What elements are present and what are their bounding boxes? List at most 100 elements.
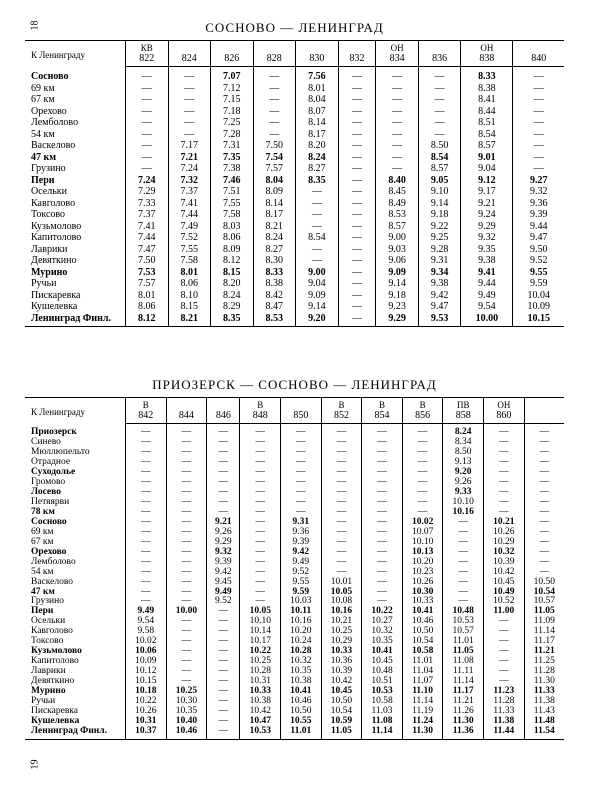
time-cell: 7.54 bbox=[253, 152, 296, 164]
time-cell: — bbox=[166, 424, 207, 438]
time-cell: 9.55 bbox=[513, 267, 564, 279]
timetable-1: СОСНОВО — ЛЕНИНГРАД К ЛенинградуКВОНОН82… bbox=[25, 20, 564, 327]
row-header: К Ленинграду bbox=[25, 398, 126, 424]
time-cell: — bbox=[240, 424, 281, 438]
time-cell: 8.20 bbox=[296, 140, 339, 152]
col-number: 850 bbox=[281, 410, 322, 424]
time-cell: 8.24 bbox=[211, 290, 254, 302]
time-cell: — bbox=[338, 67, 376, 83]
time-cell: 11.30 bbox=[402, 727, 443, 739]
time-cell: — bbox=[338, 106, 376, 118]
time-cell: 7.24 bbox=[168, 163, 211, 175]
time-cell: — bbox=[376, 94, 419, 106]
time-cell: 8.54 bbox=[296, 232, 339, 244]
time-cell: 8.10 bbox=[168, 290, 211, 302]
table-row: Мурино7.538.018.158.339.00—9.099.349.419… bbox=[25, 267, 564, 279]
time-cell: 7.58 bbox=[168, 255, 211, 267]
time-cell: 11.44 bbox=[484, 727, 525, 739]
col-prefix: ОН bbox=[461, 41, 513, 54]
table-row: Васкелово—7.177.317.508.20——8.508.57— bbox=[25, 140, 564, 152]
table-row: Кузьмолово7.417.498.038.21——8.579.229.29… bbox=[25, 221, 564, 233]
time-cell: — bbox=[376, 152, 419, 164]
table-row: Грузино—7.247.387.578.27——8.579.04— bbox=[25, 163, 564, 175]
station-name: Лемболово bbox=[25, 117, 126, 129]
time-cell: 10.50 bbox=[524, 578, 564, 588]
time-cell: — bbox=[338, 163, 376, 175]
time-cell: — bbox=[513, 67, 564, 83]
time-cell: 9.12 bbox=[461, 175, 513, 187]
time-cell: 11.01 bbox=[281, 727, 322, 739]
time-cell: 9.06 bbox=[376, 255, 419, 267]
time-cell: — bbox=[126, 67, 169, 83]
station-name: Токсово bbox=[25, 209, 126, 221]
time-cell: 9.10 bbox=[418, 186, 461, 198]
time-cell: — bbox=[253, 117, 296, 129]
time-cell: 10.45 bbox=[484, 578, 525, 588]
table-row: Громово————————9.26—— bbox=[25, 478, 564, 488]
time-cell: — bbox=[513, 83, 564, 95]
station-name: 67 км bbox=[25, 94, 126, 106]
time-cell: — bbox=[338, 186, 376, 198]
time-cell: 7.41 bbox=[126, 221, 169, 233]
time-cell: — bbox=[338, 152, 376, 164]
col-number: 822 bbox=[126, 53, 169, 67]
time-cell: 9.00 bbox=[376, 232, 419, 244]
time-cell: 8.42 bbox=[253, 290, 296, 302]
time-cell: — bbox=[281, 424, 322, 438]
time-cell: 7.44 bbox=[168, 209, 211, 221]
time-cell: 7.25 bbox=[211, 117, 254, 129]
time-cell: 9.14 bbox=[376, 278, 419, 290]
time-cell: 8.01 bbox=[126, 290, 169, 302]
table-row: Пери7.247.327.468.048.35—8.409.059.129.2… bbox=[25, 175, 564, 187]
table-row: Девяткино7.507.588.128.30——9.069.319.389… bbox=[25, 255, 564, 267]
table-row: Отрадное————————9.13—— bbox=[25, 458, 564, 468]
table-row: Ленинград Финл.10.3710.46—10.5311.0111.0… bbox=[25, 727, 564, 739]
time-cell: 8.38 bbox=[461, 83, 513, 95]
time-cell: 10.37 bbox=[126, 727, 167, 739]
time-cell: 9.27 bbox=[513, 175, 564, 187]
col-number: 830 bbox=[296, 53, 339, 67]
col-number: 826 bbox=[211, 53, 254, 67]
col-prefix bbox=[253, 41, 296, 54]
table-row: Кавголово7.337.417.558.14——8.499.149.219… bbox=[25, 198, 564, 210]
time-cell: 9.14 bbox=[418, 198, 461, 210]
time-cell: 7.18 bbox=[211, 106, 254, 118]
time-cell: 8.01 bbox=[296, 83, 339, 95]
time-cell: 9.22 bbox=[418, 221, 461, 233]
station-name: 47 км bbox=[25, 152, 126, 164]
time-cell: 9.28 bbox=[418, 244, 461, 256]
station-name: Кушелевка bbox=[25, 301, 126, 313]
time-cell: 9.21 bbox=[461, 198, 513, 210]
time-cell: 10.46 bbox=[166, 727, 207, 739]
table-row: Сосново——7.07—7.56———8.33— bbox=[25, 67, 564, 83]
time-cell: — bbox=[418, 129, 461, 141]
time-cell: 9.04 bbox=[296, 278, 339, 290]
time-cell: — bbox=[524, 424, 564, 438]
col-number: 836 bbox=[418, 53, 461, 67]
time-cell: — bbox=[418, 94, 461, 106]
col-number: 852 bbox=[321, 410, 362, 424]
time-cell: 9.52 bbox=[513, 255, 564, 267]
time-cell: 7.24 bbox=[126, 175, 169, 187]
time-cell: — bbox=[338, 301, 376, 313]
station-name: Ленинград Финл. bbox=[25, 313, 126, 327]
time-cell: 9.44 bbox=[513, 221, 564, 233]
time-cell: — bbox=[168, 106, 211, 118]
time-cell: 8.41 bbox=[461, 94, 513, 106]
table2: К ЛенинградуВВВВВПВОН8428448468488508528… bbox=[25, 397, 564, 740]
time-cell: 9.45 bbox=[207, 578, 240, 588]
table-row: Мюллюпельто————————8.50—— bbox=[25, 448, 564, 458]
time-cell: — bbox=[338, 267, 376, 279]
time-cell: 7.53 bbox=[126, 267, 169, 279]
time-cell: 7.29 bbox=[126, 186, 169, 198]
time-cell: — bbox=[338, 313, 376, 327]
time-cell: — bbox=[513, 117, 564, 129]
table-row: Лосево————————9.33—— bbox=[25, 488, 564, 498]
time-cell: 7.51 bbox=[211, 186, 254, 198]
col-number: 840 bbox=[513, 53, 564, 67]
col-prefix: КВ bbox=[126, 41, 169, 54]
time-cell: 8.17 bbox=[253, 209, 296, 221]
time-cell: — bbox=[253, 67, 296, 83]
time-cell: 11.54 bbox=[524, 727, 564, 739]
col-number: 848 bbox=[240, 410, 281, 424]
